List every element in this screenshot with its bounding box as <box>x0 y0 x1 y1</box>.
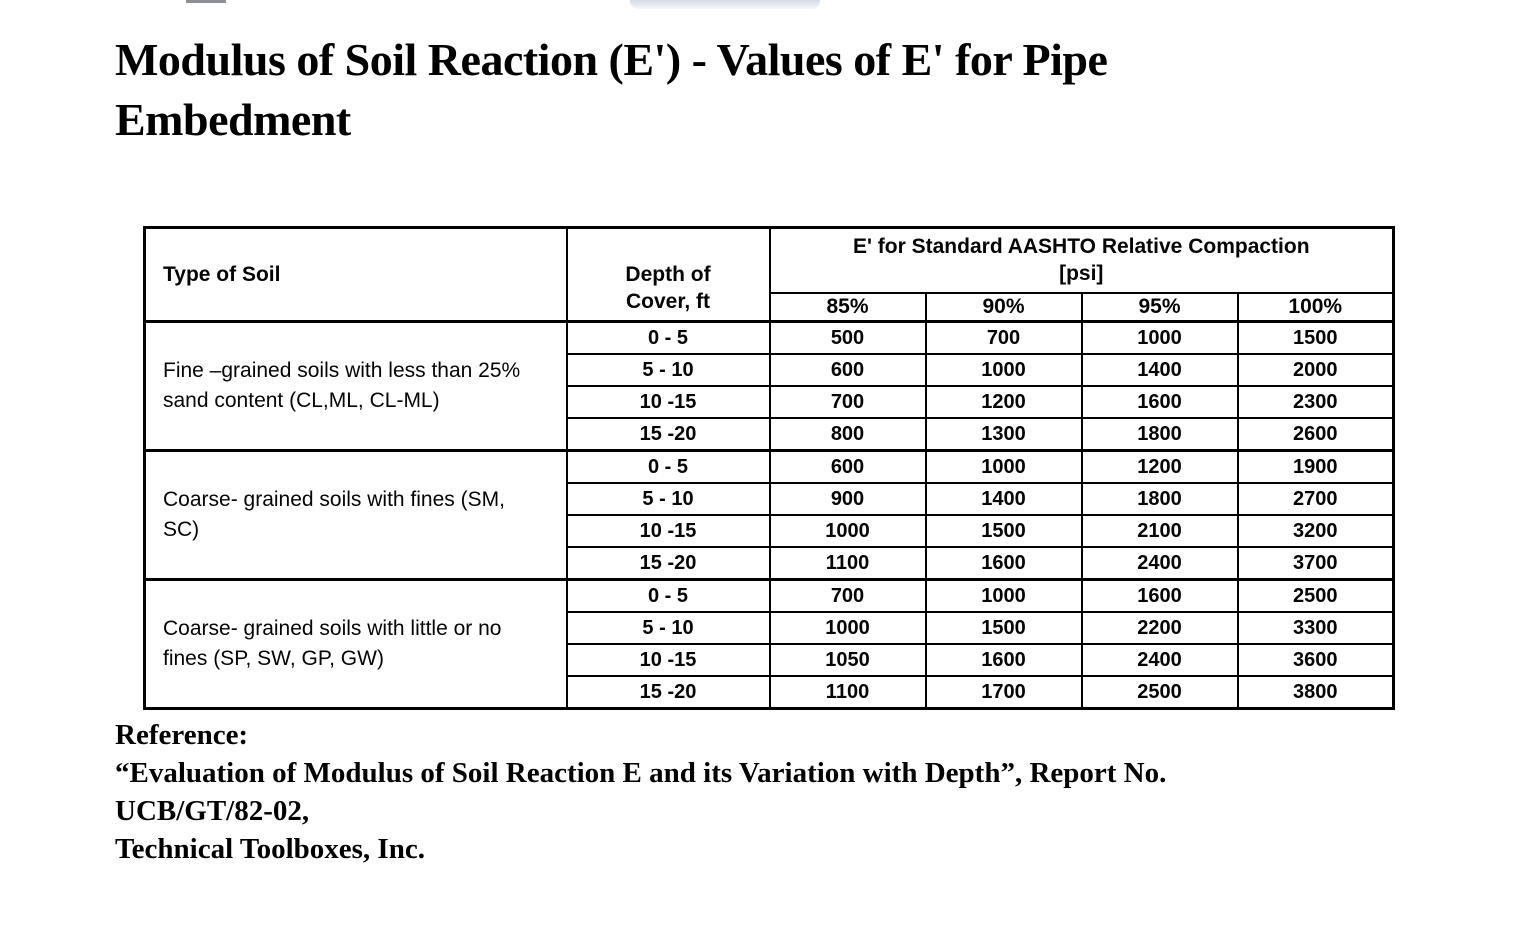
reference-line: “Evaluation of Modulus of Soil Reaction … <box>115 757 1167 789</box>
table-row: 15 -20 1100 1600 2400 3700 <box>145 546 1395 581</box>
value-cell: 1000 <box>768 514 927 548</box>
value-cell: 900 <box>768 482 927 516</box>
value-cell: 1800 <box>1080 417 1239 452</box>
depth-cell: 10 -15 <box>565 385 771 419</box>
table-row: Coarse- grained soils with fines (SM, SC… <box>143 449 1395 581</box>
top-edge-scroll-pill <box>630 0 820 9</box>
value-cell: 3300 <box>1236 611 1395 645</box>
table-row: 5 - 10 1000 1500 2200 3300 <box>145 611 1395 645</box>
value-cell: 1400 <box>924 482 1083 516</box>
table-row: Fine –grained soils with less than 25% s… <box>143 320 1395 452</box>
soil-type-cell: Coarse- grained soils with little or no … <box>143 578 568 710</box>
value-cell: 1900 <box>1236 449 1395 484</box>
depth-cell: 0 - 5 <box>565 578 771 613</box>
value-cell: 1500 <box>924 514 1083 548</box>
table-row: 10 -15 1000 1500 2100 3200 <box>145 514 1395 548</box>
value-cell: 700 <box>768 385 927 419</box>
soil-type-cell: Coarse- grained soils with fines (SM, SC… <box>143 449 568 581</box>
depth-cell: 10 -15 <box>565 643 771 677</box>
value-cell: 2600 <box>1236 417 1395 452</box>
value-cell: 3800 <box>1236 675 1395 710</box>
depth-cell: 0 - 5 <box>565 320 771 355</box>
depth-cell: 5 - 10 <box>565 611 771 645</box>
value-cell: 700 <box>768 578 927 613</box>
compaction-header-unit: [psi] <box>1059 262 1104 286</box>
depth-cell: 15 -20 <box>565 546 771 581</box>
reference-block: Reference: “Evaluation of Modulus of Soi… <box>115 716 1166 868</box>
value-cell: 600 <box>768 449 927 484</box>
value-cell: 1200 <box>1080 449 1239 484</box>
value-cell: 2200 <box>1080 611 1239 645</box>
value-cell: 700 <box>924 320 1083 355</box>
value-cell: 1600 <box>1080 385 1239 419</box>
table-row: 5 - 10 600 1000 1400 2000 <box>145 353 1395 387</box>
value-cell: 2500 <box>1236 578 1395 613</box>
value-cell: 1100 <box>768 546 927 581</box>
value-cell: 1200 <box>924 385 1083 419</box>
table-row: 10 -15 1050 1600 2400 3600 <box>145 643 1395 677</box>
value-cell: 1000 <box>924 449 1083 484</box>
value-cell: 1000 <box>768 611 927 645</box>
value-cell: 1000 <box>924 353 1083 387</box>
table-row: 15 -20 800 1300 1800 2600 <box>145 417 1395 452</box>
depth-cell: 10 -15 <box>565 514 771 548</box>
table-row: 15 -20 1100 1700 2500 3800 <box>145 675 1395 710</box>
depth-cell: 15 -20 <box>565 417 771 452</box>
value-cell: 1300 <box>924 417 1083 452</box>
value-cell: 1500 <box>924 611 1083 645</box>
reference-line: UCB/GT/82-02, <box>115 795 310 827</box>
col-header-90: 90% <box>924 291 1083 323</box>
value-cell: 500 <box>768 320 927 355</box>
depth-header-line1: Depth of <box>625 263 711 286</box>
col-header-depth-of-cover: Depth of Cover, ft <box>565 226 771 323</box>
soil-reaction-table: Type of Soil Depth of Cover, ft E' for S… <box>143 226 1396 710</box>
value-cell: 1600 <box>924 643 1083 677</box>
reference-line: Technical Toolboxes, Inc. <box>115 833 425 865</box>
value-cell: 2700 <box>1236 482 1395 516</box>
col-header-type-of-soil: Type of Soil <box>143 226 568 323</box>
reference-heading: Reference: <box>115 719 249 751</box>
table-row: 5 - 10 900 1400 1800 2700 <box>145 482 1395 516</box>
top-edge-artifact-left <box>186 0 226 3</box>
value-cell: 1800 <box>1080 482 1239 516</box>
value-cell: 1000 <box>1080 320 1239 355</box>
value-cell: 2300 <box>1236 385 1395 419</box>
value-cell: 1400 <box>1080 353 1239 387</box>
depth-cell: 5 - 10 <box>565 353 771 387</box>
value-cell: 1500 <box>1236 320 1395 355</box>
value-cell: 3200 <box>1236 514 1395 548</box>
depth-cell: 5 - 10 <box>565 482 771 516</box>
col-header-100: 100% <box>1236 291 1395 323</box>
soil-type-cell: Fine –grained soils with less than 25% s… <box>143 320 568 452</box>
value-cell: 2500 <box>1080 675 1239 710</box>
col-header-95: 95% <box>1080 291 1239 323</box>
value-cell: 800 <box>768 417 927 452</box>
table-row: 10 -15 700 1200 1600 2300 <box>145 385 1395 419</box>
page-title-line2: Embedment <box>115 94 351 145</box>
depth-header-line2: Cover, ft <box>625 290 711 313</box>
col-header-compaction: E' for Standard AASHTO Relative Compacti… <box>768 226 1395 294</box>
value-cell: 3600 <box>1236 643 1395 677</box>
value-cell: 3700 <box>1236 546 1395 581</box>
value-cell: 2400 <box>1080 643 1239 677</box>
value-cell: 1600 <box>924 546 1083 581</box>
page-title: Modulus of Soil Reaction (E') - Values o… <box>115 30 1108 150</box>
depth-cell: 0 - 5 <box>565 449 771 484</box>
compaction-header-title: E' for Standard AASHTO Relative Compacti… <box>852 235 1310 259</box>
value-cell: 1700 <box>924 675 1083 710</box>
value-cell: 2100 <box>1080 514 1239 548</box>
value-cell: 1100 <box>768 675 927 710</box>
table-row: Coarse- grained soils with little or no … <box>143 578 1395 710</box>
value-cell: 600 <box>768 353 927 387</box>
depth-cell: 15 -20 <box>565 675 771 710</box>
page-title-line1: Modulus of Soil Reaction (E') - Values o… <box>115 34 1108 85</box>
value-cell: 1000 <box>924 578 1083 613</box>
value-cell: 2000 <box>1236 353 1395 387</box>
value-cell: 2400 <box>1080 546 1239 581</box>
col-header-85: 85% <box>768 291 927 323</box>
value-cell: 1600 <box>1080 578 1239 613</box>
value-cell: 1050 <box>768 643 927 677</box>
